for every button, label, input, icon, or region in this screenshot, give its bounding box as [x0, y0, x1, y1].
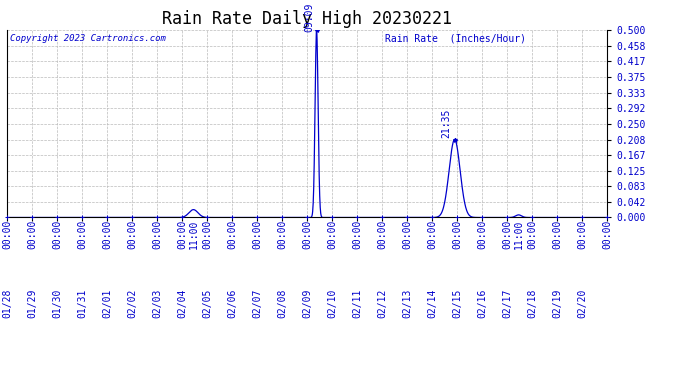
Text: 00:00: 00:00	[102, 219, 112, 249]
Text: 00:00: 00:00	[502, 219, 512, 249]
Text: 02/08: 02/08	[277, 289, 287, 318]
Text: 02/01: 02/01	[102, 289, 112, 318]
Text: 00:00: 00:00	[202, 219, 212, 249]
Text: 02/03: 02/03	[152, 289, 162, 318]
Text: 00:00: 00:00	[452, 219, 462, 249]
Text: 02/15: 02/15	[452, 289, 462, 318]
Text: 00:00: 00:00	[77, 219, 87, 249]
Text: 00:00: 00:00	[52, 219, 62, 249]
Text: 02/13: 02/13	[402, 289, 412, 318]
Text: 02/09: 02/09	[302, 289, 312, 318]
Text: Copyright 2023 Cartronics.com: Copyright 2023 Cartronics.com	[10, 34, 166, 43]
Text: 00:00: 00:00	[352, 219, 362, 249]
Text: 02/04: 02/04	[177, 289, 187, 318]
Text: 02/20: 02/20	[578, 289, 587, 318]
Text: 00:00: 00:00	[27, 219, 37, 249]
Text: 02/14: 02/14	[427, 289, 437, 318]
Text: 00:00: 00:00	[402, 219, 412, 249]
Text: 01/30: 01/30	[52, 289, 62, 318]
Text: 00:00: 00:00	[177, 219, 187, 249]
Text: 00:00: 00:00	[2, 219, 12, 249]
Text: 02/11: 02/11	[352, 289, 362, 318]
Text: 00:00: 00:00	[327, 219, 337, 249]
Text: 00:00: 00:00	[477, 219, 487, 249]
Text: 00:00: 00:00	[602, 219, 612, 249]
Text: 09:09: 09:09	[304, 3, 314, 32]
Text: 02/02: 02/02	[127, 289, 137, 318]
Text: 02/16: 02/16	[477, 289, 487, 318]
Text: 00:00: 00:00	[227, 219, 237, 249]
Text: 00:00: 00:00	[527, 219, 537, 249]
Text: 02/06: 02/06	[227, 289, 237, 318]
Text: 11:00: 11:00	[513, 219, 524, 249]
Text: 02/17: 02/17	[502, 289, 512, 318]
Text: 00:00: 00:00	[152, 219, 162, 249]
Text: 02/12: 02/12	[377, 289, 387, 318]
Text: 02/19: 02/19	[552, 289, 562, 318]
Text: 00:00: 00:00	[427, 219, 437, 249]
Text: 00:00: 00:00	[277, 219, 287, 249]
Text: 02/18: 02/18	[527, 289, 537, 318]
Text: Rain Rate  (Inches/Hour): Rain Rate (Inches/Hour)	[385, 34, 526, 44]
Text: 01/31: 01/31	[77, 289, 87, 318]
Text: 02/10: 02/10	[327, 289, 337, 318]
Text: 01/29: 01/29	[27, 289, 37, 318]
Text: 00:00: 00:00	[377, 219, 387, 249]
Text: 11:00: 11:00	[188, 219, 199, 249]
Text: 00:00: 00:00	[552, 219, 562, 249]
Text: 01/28: 01/28	[2, 289, 12, 318]
Text: 00:00: 00:00	[302, 219, 312, 249]
Text: 02/05: 02/05	[202, 289, 212, 318]
Text: 02/07: 02/07	[252, 289, 262, 318]
Text: 00:00: 00:00	[127, 219, 137, 249]
Text: 00:00: 00:00	[578, 219, 587, 249]
Text: 21:35: 21:35	[441, 108, 451, 138]
Text: 00:00: 00:00	[252, 219, 262, 249]
Title: Rain Rate Daily High 20230221: Rain Rate Daily High 20230221	[162, 10, 452, 28]
